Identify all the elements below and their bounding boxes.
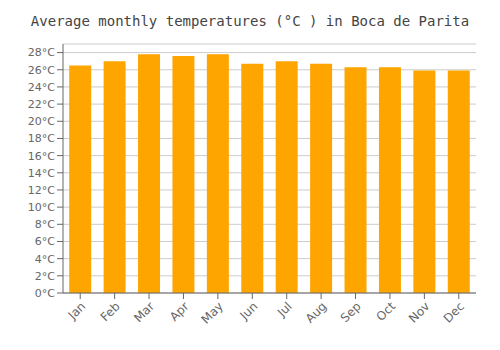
svg-text:22°C: 22°C	[28, 98, 55, 111]
svg-text:20°C: 20°C	[28, 115, 55, 128]
svg-text:Dec: Dec	[441, 299, 467, 325]
svg-text:18°C: 18°C	[28, 132, 55, 145]
svg-text:6°C: 6°C	[35, 235, 55, 248]
svg-text:4°C: 4°C	[35, 253, 55, 266]
svg-text:Mar: Mar	[131, 299, 157, 325]
svg-text:Oct: Oct	[374, 299, 399, 324]
svg-text:Nov: Nov	[406, 299, 432, 325]
svg-text:2°C: 2°C	[35, 270, 55, 283]
svg-text:Feb: Feb	[98, 299, 123, 324]
svg-text:Sep: Sep	[338, 299, 364, 325]
svg-text:28°C: 28°C	[28, 46, 55, 59]
svg-text:26°C: 26°C	[28, 64, 55, 77]
svg-text:May: May	[199, 299, 226, 326]
svg-text:Jun: Jun	[237, 299, 261, 323]
svg-text:Apr: Apr	[167, 299, 192, 324]
svg-text:8°C: 8°C	[35, 218, 55, 231]
svg-text:14°C: 14°C	[28, 167, 55, 180]
svg-text:Jan: Jan	[65, 299, 89, 323]
svg-text:12°C: 12°C	[28, 184, 55, 197]
svg-text:16°C: 16°C	[28, 150, 55, 163]
svg-text:10°C: 10°C	[28, 201, 55, 214]
svg-text:Jul: Jul	[274, 299, 295, 320]
svg-text:Aug: Aug	[303, 299, 329, 325]
svg-text:0°C: 0°C	[35, 287, 55, 300]
html-text:Average monthly temperatures (: Average monthly temperatures (°C ) in Bo…	[30, 13, 470, 29]
svg-text:24°C: 24°C	[28, 81, 55, 94]
